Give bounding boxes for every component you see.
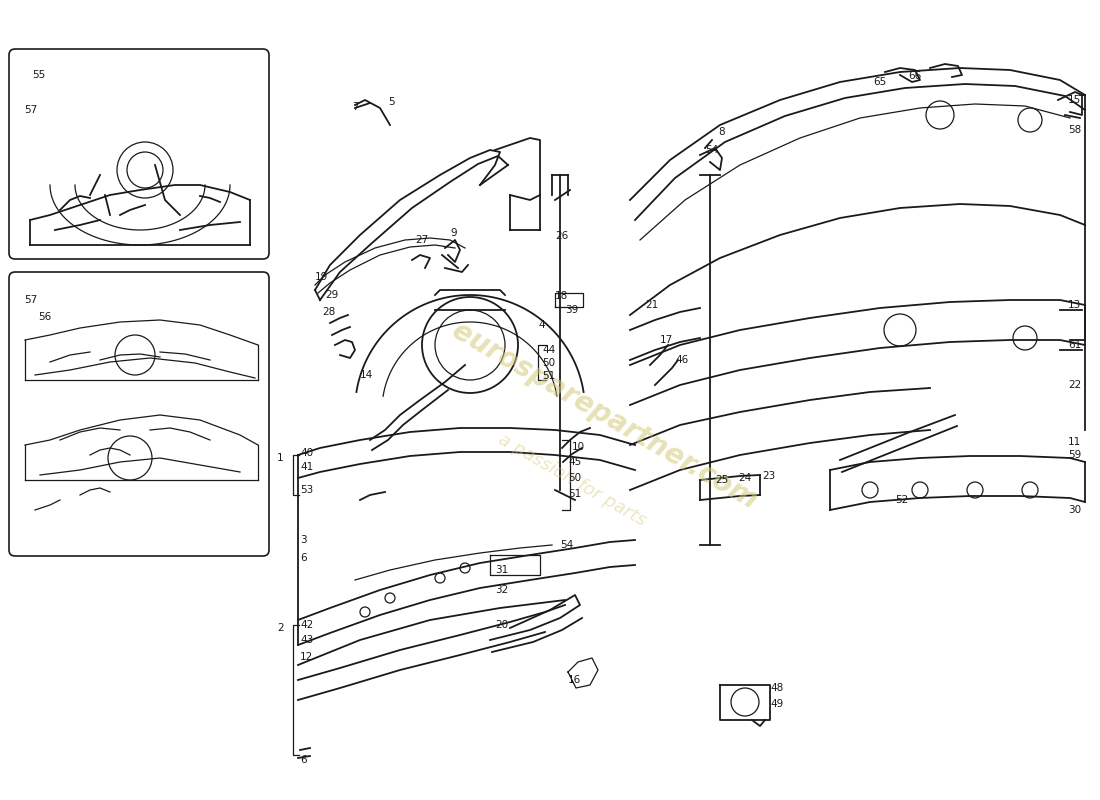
Text: 55: 55 [32, 70, 45, 80]
Text: 19: 19 [315, 272, 328, 282]
Text: 61: 61 [1068, 340, 1081, 350]
Text: 6: 6 [300, 755, 307, 765]
Text: 16: 16 [568, 675, 581, 685]
FancyBboxPatch shape [9, 49, 270, 259]
Text: 13: 13 [1068, 300, 1081, 310]
Text: 27: 27 [415, 235, 428, 245]
Text: eurosparepartner.com: eurosparepartner.com [448, 317, 762, 515]
Text: 22: 22 [1068, 380, 1081, 390]
Text: 50: 50 [568, 473, 581, 483]
Text: 30: 30 [1068, 505, 1081, 515]
Text: 11: 11 [1068, 437, 1081, 447]
Text: 50: 50 [542, 358, 556, 368]
Text: 20: 20 [495, 620, 508, 630]
Text: 14: 14 [360, 370, 373, 380]
Text: 1: 1 [277, 453, 284, 463]
Text: 32: 32 [495, 585, 508, 595]
Text: 45: 45 [568, 457, 581, 467]
Text: 7: 7 [352, 102, 359, 112]
Text: 5: 5 [388, 97, 395, 107]
Text: 3: 3 [300, 535, 307, 545]
Text: 40: 40 [300, 448, 313, 458]
Text: 23: 23 [762, 471, 776, 481]
Text: 24: 24 [738, 473, 751, 483]
Text: 52: 52 [895, 495, 909, 505]
Text: 59: 59 [1068, 450, 1081, 460]
Text: 15: 15 [1068, 95, 1081, 105]
Text: 66: 66 [908, 71, 922, 81]
Text: 57: 57 [24, 295, 37, 305]
Text: 25: 25 [715, 475, 728, 485]
FancyBboxPatch shape [9, 272, 270, 556]
Text: 65: 65 [873, 77, 887, 87]
Text: 44: 44 [542, 345, 556, 355]
Text: 51: 51 [542, 371, 556, 381]
Text: 21: 21 [645, 300, 658, 310]
Text: 58: 58 [1068, 125, 1081, 135]
Text: 4: 4 [538, 320, 544, 330]
Text: 8: 8 [718, 127, 725, 137]
Text: 9: 9 [450, 228, 456, 238]
Text: 54: 54 [560, 540, 573, 550]
Text: 48: 48 [770, 683, 783, 693]
Text: 10: 10 [572, 442, 585, 452]
Text: 29: 29 [324, 290, 339, 300]
Text: 18: 18 [556, 291, 569, 301]
Text: 51: 51 [568, 489, 581, 499]
Text: 46: 46 [675, 355, 689, 365]
Text: 43: 43 [300, 635, 313, 645]
Text: 42: 42 [300, 620, 313, 630]
Text: 28: 28 [322, 307, 335, 317]
Text: 39: 39 [565, 305, 579, 315]
Text: 6: 6 [300, 553, 307, 563]
Text: 17: 17 [660, 335, 673, 345]
Text: 49: 49 [770, 699, 783, 709]
Text: 57: 57 [24, 105, 37, 115]
Text: 12: 12 [300, 652, 313, 662]
Text: 56: 56 [39, 312, 52, 322]
Text: 54: 54 [705, 145, 718, 155]
Text: 41: 41 [300, 462, 313, 472]
Text: 2: 2 [277, 623, 284, 633]
Text: a passion for parts: a passion for parts [495, 430, 649, 530]
Text: 53: 53 [300, 485, 313, 495]
Text: 26: 26 [556, 231, 569, 241]
Text: 31: 31 [495, 565, 508, 575]
